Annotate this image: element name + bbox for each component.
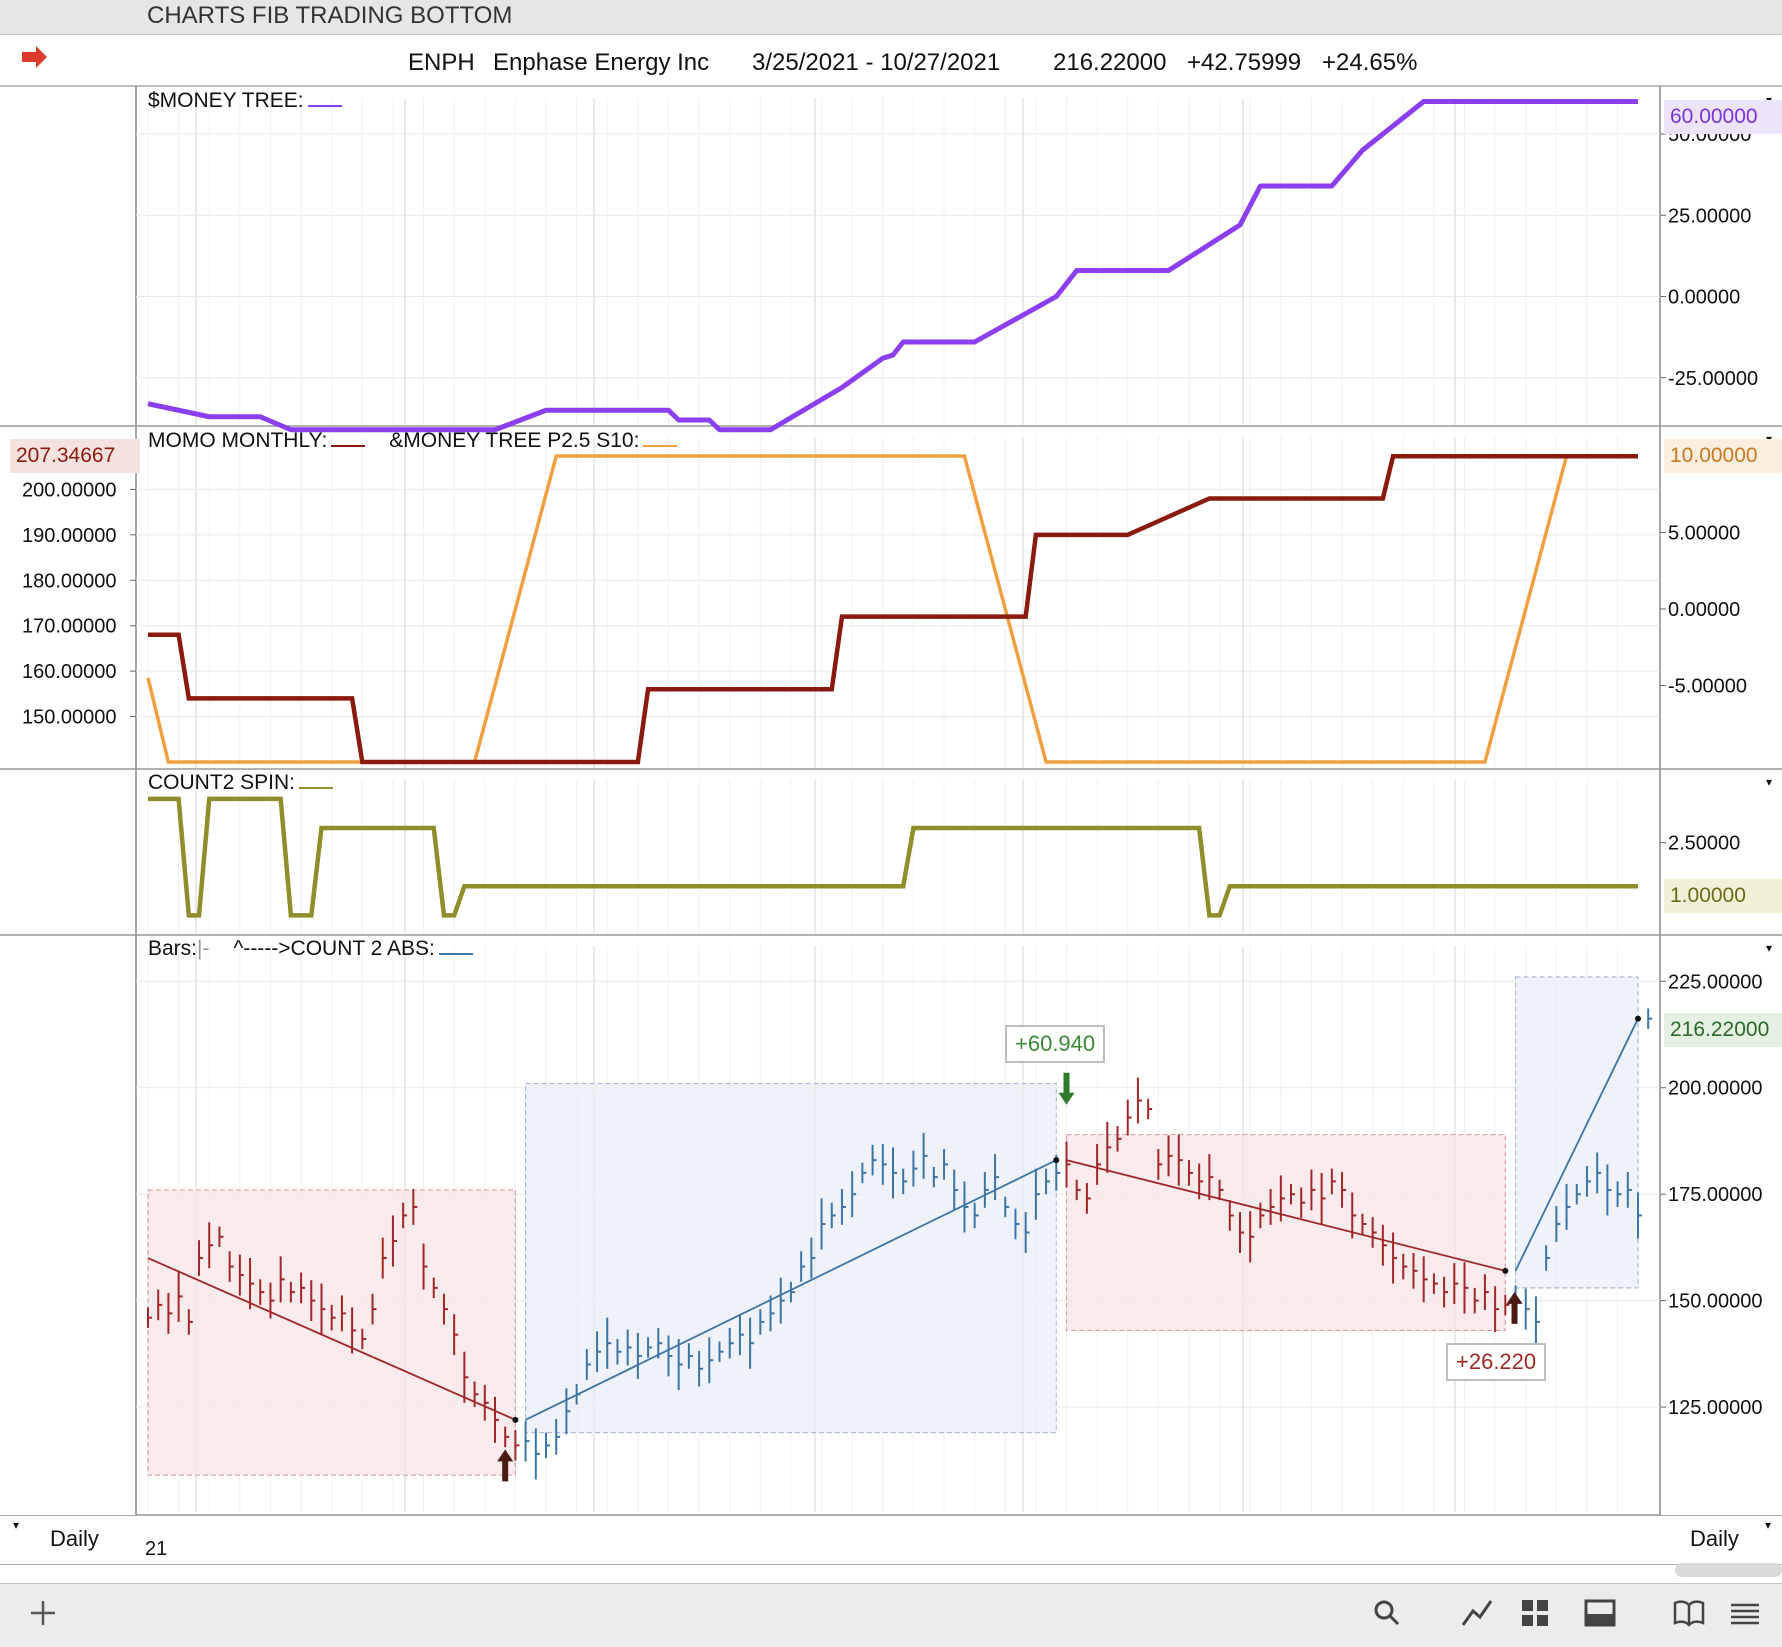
y-tick-label: 175.00000 — [1668, 1184, 1763, 1206]
search-icon[interactable] — [1370, 1596, 1404, 1630]
y-tick-label: -25.00000 — [1668, 368, 1758, 390]
count2-spin-line — [148, 796, 1638, 918]
price-change-pct: +24.65% — [1322, 49, 1418, 76]
panel-icon[interactable] — [1583, 1596, 1617, 1630]
period-left-dropdown-icon[interactable]: ▾ — [13, 1518, 20, 1532]
count2-abs-point — [1635, 1015, 1641, 1022]
y-tick-label-left: 200.00000 — [22, 479, 117, 501]
y-tick-label: 2.50000 — [1668, 833, 1740, 855]
year-label: 21 — [145, 1538, 168, 1560]
count2-abs-point — [1053, 1157, 1060, 1164]
ticker: ENPH — [408, 49, 475, 76]
chart-area[interactable]: ▾▾▾▾AprMayJunJulAugSepOct50.0000025.0000… — [0, 86, 1782, 1515]
trade-region — [1514, 976, 1639, 1289]
y-tick-label: 225.00000 — [1668, 971, 1763, 993]
horizontal-scrollbar[interactable] — [1675, 1563, 1782, 1577]
count2-abs-line — [1066, 1159, 1506, 1272]
menu-icon[interactable] — [1728, 1596, 1762, 1630]
y-tick-label-right: -5.00000 — [1668, 676, 1747, 698]
y-tick-label: 150.00000 — [1668, 1291, 1763, 1313]
trade-region — [147, 1189, 516, 1476]
last-price-badge: 216.22000 — [1664, 1013, 1782, 1047]
y-tick-label: 125.00000 — [1668, 1397, 1763, 1419]
arrow-right-icon[interactable] — [20, 45, 48, 69]
y-tick-label-left: 160.00000 — [22, 661, 117, 683]
date-range: 3/25/2021 - 10/27/2021 — [752, 49, 1001, 76]
money-tree-value-badge: 60.00000 — [1664, 100, 1782, 134]
title-bar: CHARTS FIB TRADING BOTTOM — [0, 0, 1782, 35]
symbol-info-bar: ENPH Enphase Energy Inc 3/25/2021 - 10/2… — [0, 35, 1782, 87]
count2-abs-line — [147, 1257, 516, 1421]
y-tick-label-right: 5.00000 — [1668, 523, 1740, 545]
momo-value-badge: 207.34667 — [10, 439, 140, 473]
count2-abs-point — [1502, 1267, 1509, 1274]
count2-header: COUNT2 SPIN: — [148, 771, 334, 795]
window-title: CHARTS FIB TRADING BOTTOM — [147, 2, 513, 29]
momo-header: MOMO MONTHLY: &MONEY TREE P2.5 S10: — [148, 429, 678, 453]
y-tick-label: 25.00000 — [1668, 205, 1751, 227]
period-left[interactable]: Daily — [50, 1526, 99, 1551]
down-arrow-icon — [1058, 1072, 1075, 1105]
momo-monthly-line — [148, 453, 1638, 765]
bottom-toolbar — [0, 1583, 1782, 1647]
y-tick-label-left: 150.00000 — [22, 707, 117, 729]
time-axis-bar: Daily Daily 21 ▾ ▾ — [0, 1515, 1782, 1565]
count2-abs-point — [512, 1416, 519, 1423]
bars-header: Bars:|- ^----->COUNT 2 ABS: — [148, 937, 473, 961]
count2-abs-line — [525, 1159, 1057, 1421]
panel-dropdown-icon: ▾ — [1766, 941, 1772, 955]
grid-icon[interactable] — [1518, 1596, 1552, 1630]
y-tick-label-right: 0.00000 — [1668, 599, 1740, 621]
gain-callout-bottom: +26.220 — [1446, 1343, 1547, 1381]
count2-value-badge: 1.00000 — [1664, 879, 1782, 913]
panel-dropdown-icon: ▾ — [1766, 775, 1772, 789]
trade-region — [525, 1082, 1057, 1434]
price-change: +42.75999 — [1187, 49, 1302, 76]
y-tick-label: 0.00000 — [1668, 287, 1740, 309]
company-name: Enphase Energy Inc — [493, 49, 710, 76]
last-price: 216.22000 — [1053, 49, 1167, 76]
y-tick-label-left: 190.00000 — [22, 525, 117, 547]
up-arrow-icon — [497, 1449, 514, 1482]
trade-region — [1065, 1133, 1506, 1332]
period-right[interactable]: Daily — [1690, 1526, 1739, 1551]
y-tick-label: 200.00000 — [1668, 1078, 1763, 1100]
plus-icon[interactable] — [26, 1596, 60, 1630]
gain-callout-top: +60.940 — [1005, 1025, 1106, 1063]
book-icon[interactable] — [1672, 1596, 1706, 1630]
money-tree-header: $MONEY TREE: — [148, 89, 342, 113]
line-chart-icon[interactable] — [1460, 1596, 1494, 1630]
y-tick-label-left: 180.00000 — [22, 570, 117, 592]
y-tick-label-left: 170.00000 — [22, 616, 117, 638]
money-tree-line — [147, 99, 1638, 433]
money-tree-p25-badge: 10.00000 — [1664, 439, 1782, 473]
period-right-dropdown-icon[interactable]: ▾ — [1765, 1518, 1772, 1532]
count2-abs-line — [1514, 1018, 1639, 1272]
up-arrow-icon — [1506, 1291, 1523, 1324]
